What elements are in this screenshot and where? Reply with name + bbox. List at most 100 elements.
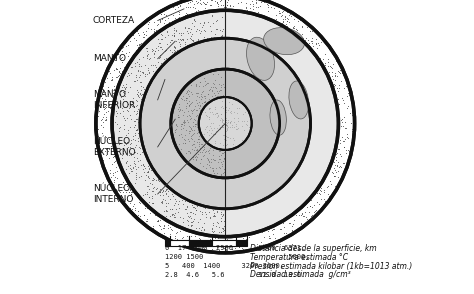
Point [113,165,120,170]
Point [143,55,151,60]
Point [264,8,272,13]
Point [201,153,208,158]
Point [146,56,153,61]
Point [208,128,216,133]
Point [298,211,306,215]
Point [221,157,228,161]
Point [135,93,142,98]
Point [283,24,291,28]
Point [225,125,232,129]
Point [191,123,199,128]
Point [249,1,257,6]
Point [161,224,168,229]
Point [293,31,301,35]
Point [325,46,333,51]
Point [137,173,145,178]
Point [157,199,164,204]
Point [183,114,191,119]
Point [128,189,136,194]
Point [191,106,198,111]
Point [133,92,140,96]
Point [126,166,134,170]
Point [194,152,202,156]
Point [278,14,285,19]
Point [150,55,157,59]
Point [109,155,117,159]
Point [155,22,162,26]
Point [119,190,127,195]
Point [334,89,342,93]
Point [292,212,300,217]
Point [219,117,226,122]
Point [155,219,162,223]
Point [279,23,287,28]
Point [337,173,345,178]
Point [213,0,221,5]
Point [102,110,110,115]
Point [320,65,328,70]
Point [226,2,234,7]
Point [151,49,158,54]
Point [229,243,237,248]
Point [159,37,166,41]
Point [147,168,155,172]
Point [249,3,257,8]
Point [334,74,341,78]
Point [219,225,227,230]
Point [153,178,160,183]
Point [203,0,211,4]
Point [213,245,220,250]
Point [122,175,129,180]
Point [128,99,136,104]
Point [179,234,186,239]
Point [185,104,193,109]
Point [122,99,129,104]
Point [153,45,160,50]
Point [216,166,224,171]
Point [142,46,150,51]
Point [164,33,172,38]
Point [146,181,154,185]
Point [285,220,293,225]
Point [233,105,241,110]
Point [289,26,297,31]
Point [141,170,148,174]
Point [139,55,146,60]
Point [228,246,236,251]
Point [311,208,319,213]
Point [180,118,187,123]
Point [203,161,210,166]
Point [192,83,200,88]
Point [100,86,107,91]
Point [308,213,315,217]
Point [224,0,232,2]
Point [170,34,177,38]
Point [313,190,321,195]
Point [126,163,134,167]
Point [197,208,204,213]
Point [238,245,246,250]
Point [132,128,140,132]
Point [201,19,208,24]
Point [181,133,189,137]
Point [133,43,141,48]
Point [168,191,176,196]
Point [195,106,203,111]
Point [336,114,343,119]
Point [206,110,214,115]
Point [131,123,139,128]
Point [180,94,187,99]
Point [130,124,137,129]
Point [130,202,137,206]
Point [243,122,251,127]
Point [290,17,298,21]
Point [224,120,231,125]
Point [221,121,228,126]
Point [328,64,335,69]
Point [343,79,351,84]
Point [118,170,125,175]
Point [183,37,191,41]
Point [191,239,198,244]
Point [179,241,187,246]
Point [104,76,111,81]
